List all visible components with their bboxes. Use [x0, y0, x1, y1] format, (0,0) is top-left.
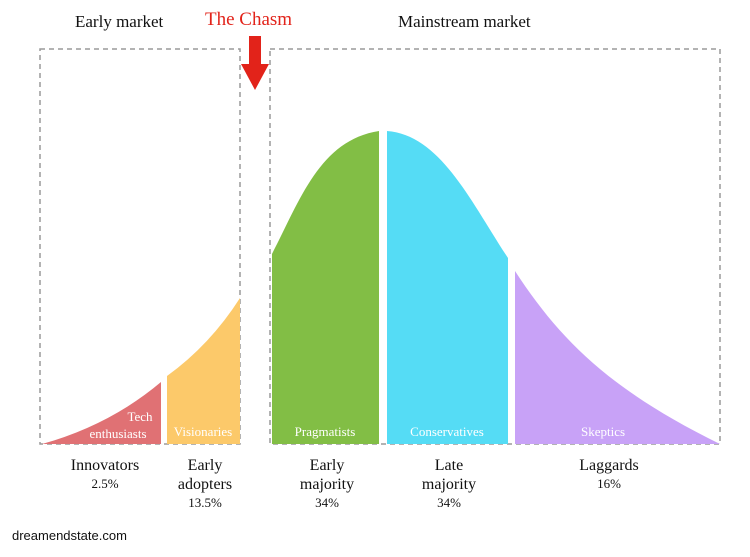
category-percent: 34%	[437, 495, 461, 510]
category-innovators: Innovators 2.5%	[55, 456, 155, 492]
chasm-heading: The Chasm	[205, 9, 293, 30]
segment-skeptics	[515, 271, 720, 444]
category-name-line2: majority	[421, 476, 477, 493]
tech-label-line2: enthusiasts	[89, 426, 146, 441]
visionaries-label: Visionaries	[174, 424, 232, 439]
category-name-line1: Early	[309, 457, 345, 474]
category-percent: 13.5%	[188, 495, 222, 510]
source-credit: dreamendstate.com	[12, 528, 127, 543]
mainstream-market-box	[269, 48, 721, 445]
category-name-line2: majority	[299, 476, 355, 493]
category-name: Innovators	[70, 457, 140, 474]
skeptics-label: Skeptics	[581, 424, 625, 439]
early-market-heading: Early market	[75, 12, 164, 31]
segment-tech-enthusiasts	[42, 382, 161, 444]
category-percent: 34%	[315, 495, 339, 510]
segment-visionaries	[167, 298, 240, 444]
category-name-line1: Early	[187, 457, 223, 474]
category-late-majority: Late majority 34%	[399, 456, 499, 511]
segment-conservatives	[387, 131, 508, 444]
chasm-arrow-icon	[241, 36, 269, 90]
category-name-line2: adopters	[177, 476, 233, 493]
segment-pragmatists	[272, 131, 379, 444]
category-laggards: Laggards 16%	[559, 456, 659, 492]
pragmatists-label: Pragmatists	[295, 424, 356, 439]
category-name-line1: Late	[434, 457, 464, 474]
mainstream-market-heading: Mainstream market	[398, 12, 531, 31]
tech-label-line1: Tech	[127, 409, 153, 424]
category-name: Laggards	[579, 457, 639, 474]
category-early-majority: Early majority 34%	[277, 456, 377, 511]
category-percent: 2.5%	[91, 476, 119, 491]
conservatives-label: Conservatives	[410, 424, 484, 439]
category-percent: 16%	[597, 476, 621, 491]
category-early-adopters: Early adopters 13.5%	[155, 456, 255, 511]
